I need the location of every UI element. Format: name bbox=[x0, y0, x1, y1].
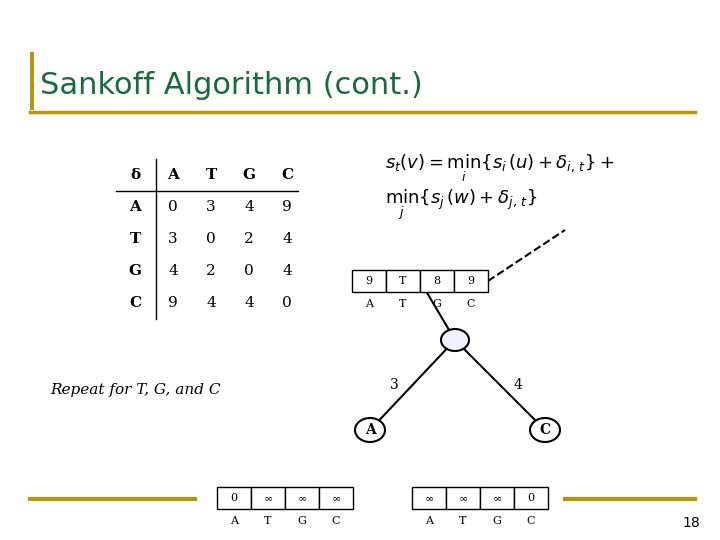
Text: 0: 0 bbox=[206, 232, 216, 246]
Text: T: T bbox=[130, 232, 140, 246]
Ellipse shape bbox=[355, 418, 385, 442]
Text: 9: 9 bbox=[282, 200, 292, 214]
Text: A: A bbox=[167, 168, 179, 182]
Bar bbox=[352, 270, 386, 292]
Text: 4: 4 bbox=[282, 232, 292, 246]
Text: 9: 9 bbox=[467, 276, 474, 286]
Text: 4: 4 bbox=[244, 200, 254, 214]
Text: C: C bbox=[129, 296, 141, 310]
Text: ∞: ∞ bbox=[424, 493, 433, 503]
Text: A: A bbox=[129, 200, 141, 214]
Text: G: G bbox=[243, 168, 256, 182]
Text: C: C bbox=[539, 423, 551, 437]
Text: 4: 4 bbox=[513, 378, 523, 392]
Ellipse shape bbox=[530, 418, 560, 442]
Text: 0: 0 bbox=[168, 200, 178, 214]
Ellipse shape bbox=[441, 329, 469, 351]
Bar bbox=[420, 270, 454, 292]
Text: T: T bbox=[205, 168, 217, 182]
Text: T: T bbox=[400, 299, 407, 309]
Text: 0: 0 bbox=[528, 493, 534, 503]
Text: 0: 0 bbox=[282, 296, 292, 310]
Text: 18: 18 bbox=[683, 516, 700, 530]
Text: $\min_j\{s_j(w) + \delta_{j,\,t}\}$: $\min_j\{s_j(w) + \delta_{j,\,t}\}$ bbox=[385, 188, 537, 222]
Text: 3: 3 bbox=[390, 378, 399, 392]
Text: ∞: ∞ bbox=[297, 493, 307, 503]
Bar bbox=[285, 487, 319, 509]
Text: G: G bbox=[433, 299, 441, 309]
Text: ∞: ∞ bbox=[331, 493, 341, 503]
Bar bbox=[319, 487, 353, 509]
Text: 8: 8 bbox=[433, 276, 441, 286]
Text: 4: 4 bbox=[168, 264, 178, 278]
Text: ∞: ∞ bbox=[492, 493, 502, 503]
Bar bbox=[454, 270, 488, 292]
Text: G: G bbox=[128, 264, 142, 278]
Text: 3: 3 bbox=[168, 232, 178, 246]
Text: 2: 2 bbox=[244, 232, 254, 246]
Bar bbox=[251, 487, 285, 509]
Text: A: A bbox=[365, 299, 373, 309]
Text: C: C bbox=[467, 299, 475, 309]
Text: A: A bbox=[230, 516, 238, 526]
Text: $s_t(v) = \min_i\{s_i(u) + \delta_{i,\,t}\} +$: $s_t(v) = \min_i\{s_i(u) + \delta_{i,\,t… bbox=[385, 152, 614, 184]
Text: C: C bbox=[527, 516, 535, 526]
Bar bbox=[217, 487, 251, 509]
Bar bbox=[386, 270, 420, 292]
Bar bbox=[446, 487, 480, 509]
Text: ∞: ∞ bbox=[264, 493, 273, 503]
Text: 9: 9 bbox=[366, 276, 372, 286]
Text: 4: 4 bbox=[206, 296, 216, 310]
Bar bbox=[514, 487, 548, 509]
Text: 0: 0 bbox=[244, 264, 254, 278]
Text: T: T bbox=[459, 516, 467, 526]
Text: 4: 4 bbox=[282, 264, 292, 278]
Text: δ: δ bbox=[130, 168, 140, 182]
Text: 4: 4 bbox=[244, 296, 254, 310]
Bar bbox=[480, 487, 514, 509]
Text: C: C bbox=[332, 516, 341, 526]
Text: G: G bbox=[492, 516, 501, 526]
Text: 0: 0 bbox=[230, 493, 238, 503]
Text: Repeat for T, G, and C: Repeat for T, G, and C bbox=[50, 383, 220, 397]
Text: 9: 9 bbox=[168, 296, 178, 310]
Bar bbox=[30, 52, 34, 110]
Text: G: G bbox=[297, 516, 307, 526]
Text: ∞: ∞ bbox=[459, 493, 467, 503]
Text: A: A bbox=[364, 423, 375, 437]
Text: 2: 2 bbox=[206, 264, 216, 278]
Text: T: T bbox=[400, 276, 407, 286]
Bar bbox=[412, 487, 446, 509]
Text: C: C bbox=[281, 168, 293, 182]
Text: T: T bbox=[264, 516, 271, 526]
Text: A: A bbox=[425, 516, 433, 526]
Text: Sankoff Algorithm (cont.): Sankoff Algorithm (cont.) bbox=[40, 71, 423, 99]
Text: 3: 3 bbox=[206, 200, 216, 214]
